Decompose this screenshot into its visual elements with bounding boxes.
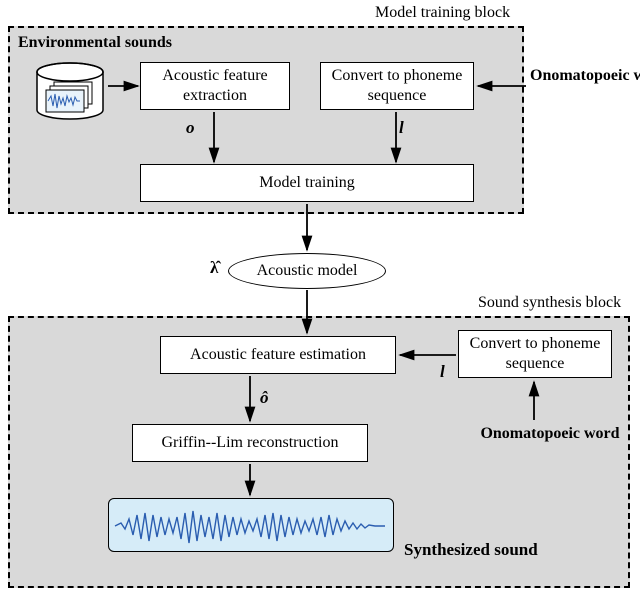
- box-convert-phoneme-bottom-label: Convert to phoneme sequence: [465, 334, 605, 374]
- onomatopoeic-top: Onomatopoeic word: [530, 66, 640, 85]
- acoustic-model-label: Acoustic model: [257, 262, 358, 280]
- box-griffin-lim: Griffin--Lim reconstruction: [132, 424, 368, 462]
- edge-label-o: o: [186, 118, 195, 138]
- onomatopoeic-top-text: Onomatopoeic word: [530, 67, 640, 84]
- box-feature-extraction-label: Acoustic feature extraction: [147, 66, 283, 106]
- acoustic-model-ellipse: Acoustic model: [228, 253, 386, 289]
- box-convert-phoneme-bottom: Convert to phoneme sequence: [458, 330, 612, 378]
- box-convert-phoneme-top-label: Convert to phoneme sequence: [327, 66, 467, 106]
- waveform-icon: [109, 499, 395, 553]
- onomatopoeic-bottom-text: Onomatopoeic word: [480, 425, 619, 442]
- box-model-training-label: Model training: [259, 173, 355, 193]
- box-feature-extraction: Acoustic feature extraction: [140, 62, 290, 110]
- synthesized-waveform-box: [108, 498, 394, 552]
- synthesized-sound-label: Synthesized sound: [404, 540, 538, 560]
- box-model-training: Model training: [140, 164, 474, 202]
- training-block-title: Model training block: [375, 4, 510, 22]
- database-icon: [34, 62, 106, 122]
- synthesis-block-title: Sound synthesis block: [478, 294, 621, 312]
- training-block-subtitle: Environmental sounds: [18, 34, 172, 52]
- edge-label-o-hat: ô: [260, 388, 269, 408]
- box-feature-estimation: Acoustic feature estimation: [160, 336, 396, 374]
- lambda-hat-label: λ̂: [210, 258, 218, 278]
- diagram-root: Model training block Environmental sound…: [0, 0, 640, 598]
- edge-label-l-bottom: l: [440, 362, 445, 382]
- edge-label-l-top: l: [399, 118, 404, 138]
- box-convert-phoneme-top: Convert to phoneme sequence: [320, 62, 474, 110]
- onomatopoeic-bottom: Onomatopoeic word: [480, 424, 620, 443]
- box-griffin-lim-label: Griffin--Lim reconstruction: [162, 433, 339, 453]
- box-feature-estimation-label: Acoustic feature estimation: [190, 345, 366, 365]
